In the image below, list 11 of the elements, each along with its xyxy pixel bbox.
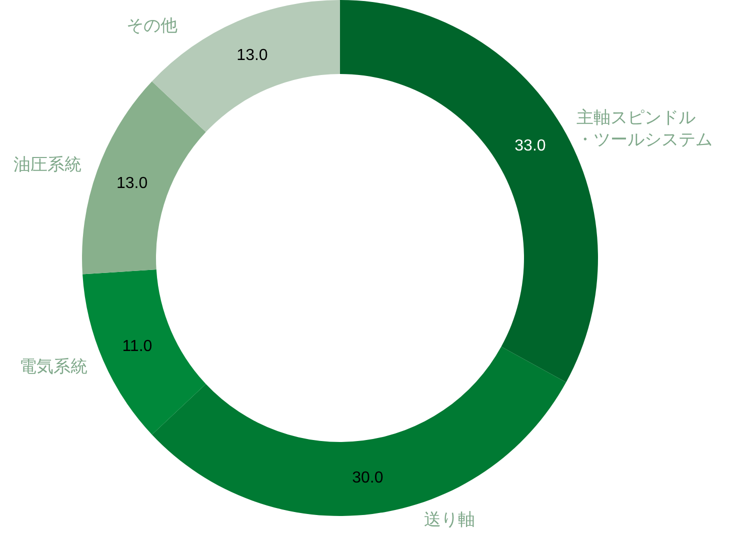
slice-label: その他	[126, 16, 178, 36]
slice-label: 主軸スピンドル・ツールシステム	[576, 108, 713, 150]
slice-label: 電気系統	[20, 357, 88, 378]
slice-label: 油圧系統	[13, 154, 82, 175]
data-label: 13.0	[236, 47, 268, 64]
data-label: 13.0	[116, 175, 148, 192]
data-label: 30.0	[352, 469, 384, 486]
slice-label: 送り軸	[424, 510, 476, 530]
data-label: 11.0	[122, 338, 152, 355]
donut-slice	[82, 81, 206, 274]
data-label: 33.0	[514, 138, 546, 154]
